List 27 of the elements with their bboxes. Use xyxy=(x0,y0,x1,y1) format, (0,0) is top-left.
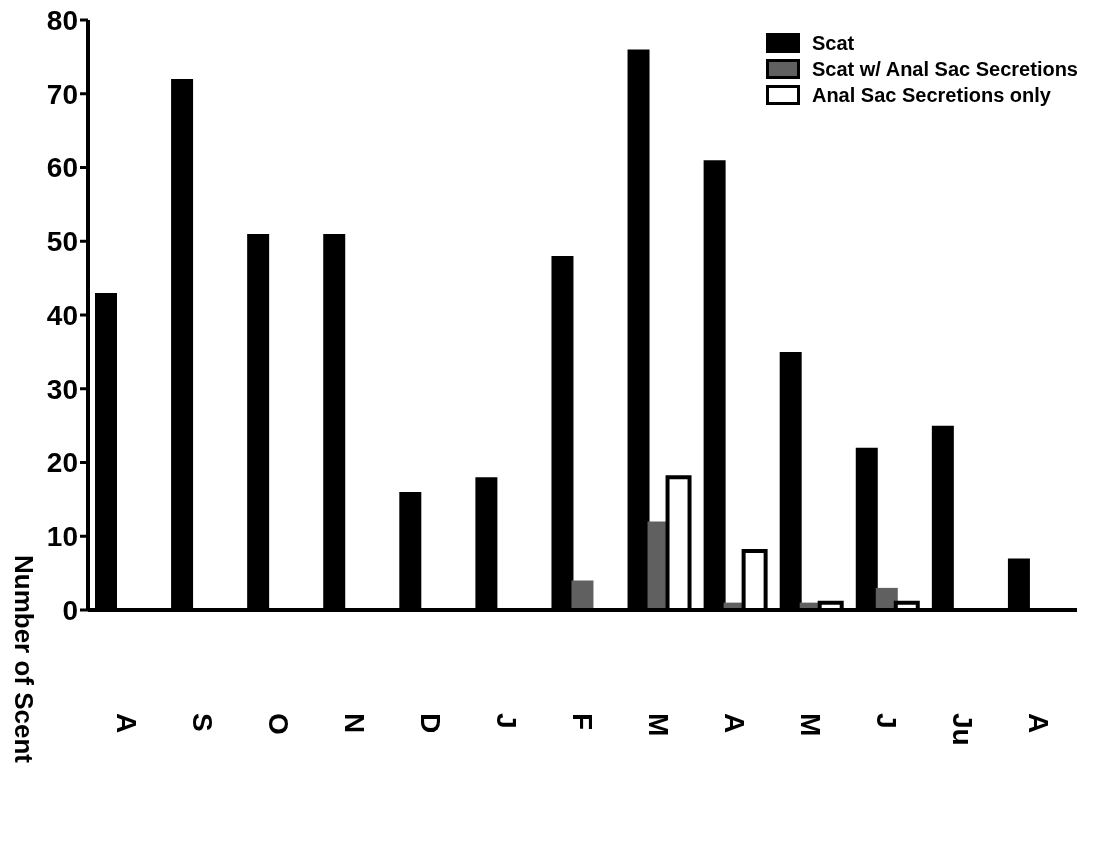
bar xyxy=(571,580,594,610)
y-tick-label: 30 xyxy=(46,373,78,405)
y-tick-label: 0 xyxy=(62,594,78,626)
y-axis-title: Number of Scent xyxy=(8,555,39,764)
legend-label: Anal Sac Secretions only xyxy=(811,83,1051,107)
y-tick-label: 80 xyxy=(46,4,78,36)
x-tick-label: N xyxy=(338,713,370,734)
x-tick-label: D xyxy=(414,713,446,734)
x-tick-label: Ju xyxy=(947,713,979,746)
x-tick-label: M xyxy=(795,713,827,737)
x-tick-label: J xyxy=(490,713,522,729)
y-tick-label: 40 xyxy=(46,299,78,331)
x-tick-label: O xyxy=(262,713,294,735)
y-tick-label: 20 xyxy=(46,447,78,479)
y-tick-label: 70 xyxy=(46,78,78,110)
y-tick-label: 10 xyxy=(46,521,78,553)
x-tick-label: A xyxy=(110,713,142,734)
legend-label: Scat w/ Anal Sac Secretions xyxy=(811,57,1078,81)
y-tick-label: 60 xyxy=(46,152,78,184)
x-tick-label: S xyxy=(186,713,218,732)
x-tick-label: J xyxy=(871,713,903,729)
x-tick-label: A xyxy=(719,713,751,734)
x-tick-label: F xyxy=(567,713,598,731)
y-tick-label: 50 xyxy=(46,226,78,258)
x-tick-label: A xyxy=(1023,713,1055,734)
x-tick-label: M xyxy=(643,713,675,737)
legend-label: Scat xyxy=(811,31,855,55)
